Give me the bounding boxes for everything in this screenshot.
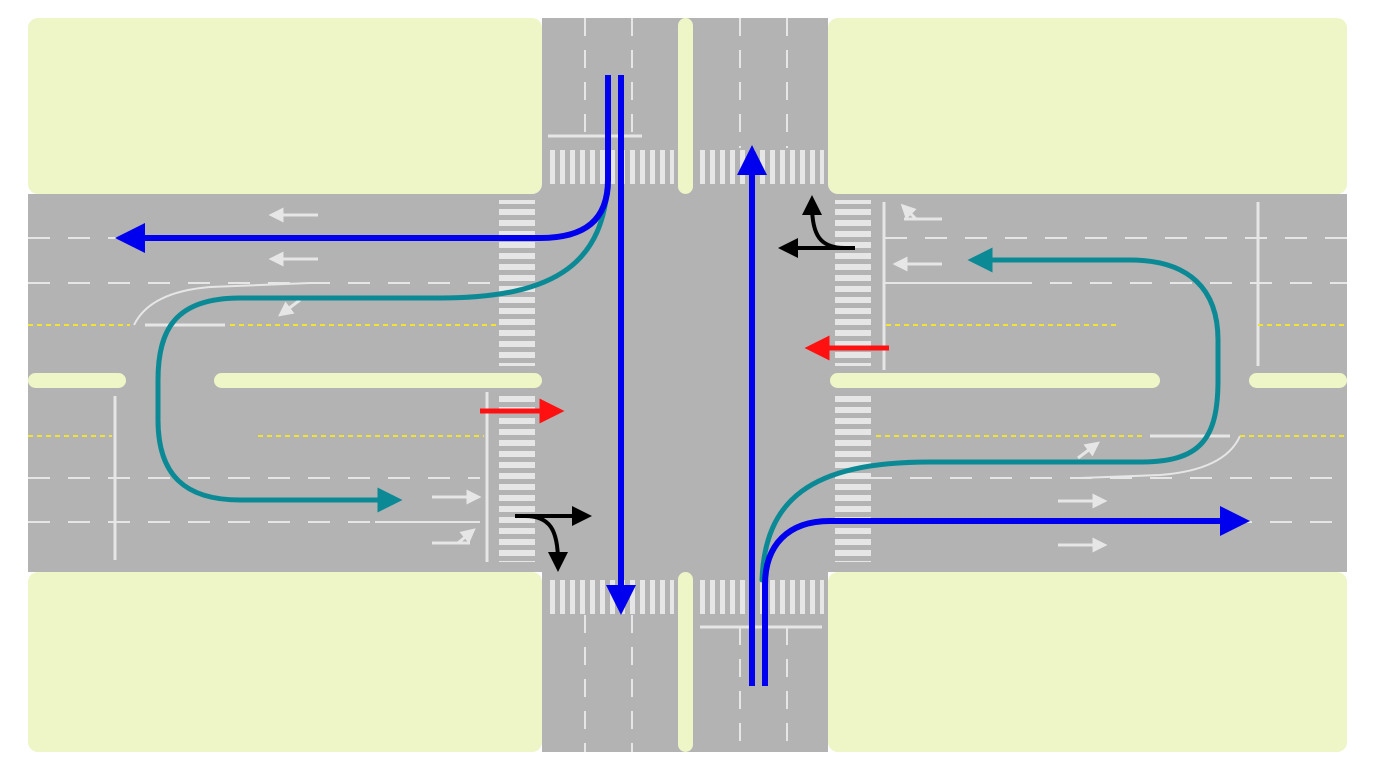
median-west-short [28, 373, 126, 388]
crosswalk-west-lower [499, 396, 535, 562]
uturn-left-flows [155, 177, 1221, 583]
uturn-guide-west [133, 282, 311, 326]
medians [28, 18, 1347, 752]
median-south [678, 572, 693, 752]
crosswalk-south-west [548, 580, 674, 614]
flow-local-turn-ne-up [802, 195, 846, 250]
lane-uturn-arrow-icon [278, 298, 301, 317]
lane-right-arrow-icon [432, 533, 470, 545]
median-east-short [1249, 373, 1347, 388]
lane-uturn-arrow-icon [1077, 441, 1100, 460]
flow-northbound-right [762, 506, 1250, 686]
lane-markings [28, 18, 1347, 752]
local-turn-flows [515, 195, 855, 572]
uturn-guide-east [1079, 435, 1241, 479]
corner-fillet-ne [828, 184, 838, 194]
median-north [678, 18, 693, 194]
flow-southbound-right [115, 75, 611, 253]
crosswalk-east-lower [835, 396, 871, 562]
land-nw [28, 18, 542, 194]
crosswalk-south-east [698, 580, 824, 614]
land-blocks [28, 18, 1347, 752]
flow-local-turn-sw-down [524, 514, 568, 572]
center-lines [28, 324, 1347, 437]
lane-right-arrow-icon [904, 209, 942, 221]
median-west-long [214, 373, 542, 388]
crosswalk-north-east [698, 150, 824, 184]
pavement-arrows [268, 209, 1108, 553]
flow-uturn-west [155, 177, 611, 513]
pedestrian-flows [480, 335, 889, 424]
crosswalk-west-upper [499, 200, 535, 366]
through-right-flows [115, 75, 1250, 686]
flow-uturn-east [759, 247, 1221, 583]
land-sw [28, 572, 542, 752]
crosswalk-east-upper [835, 200, 871, 366]
land-se [828, 572, 1347, 752]
median-east-long [830, 373, 1160, 388]
land-ne [828, 18, 1347, 194]
corner-fillet-nw [532, 184, 542, 194]
